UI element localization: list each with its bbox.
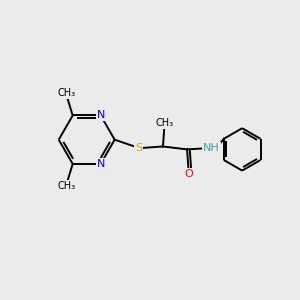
Text: NH: NH <box>203 143 220 153</box>
Text: CH₃: CH₃ <box>58 88 76 98</box>
Text: CH₃: CH₃ <box>155 118 173 128</box>
Text: N: N <box>97 110 105 121</box>
Text: S: S <box>135 143 142 153</box>
Text: O: O <box>184 169 193 178</box>
Text: N: N <box>97 159 105 169</box>
Text: CH₃: CH₃ <box>58 181 76 191</box>
